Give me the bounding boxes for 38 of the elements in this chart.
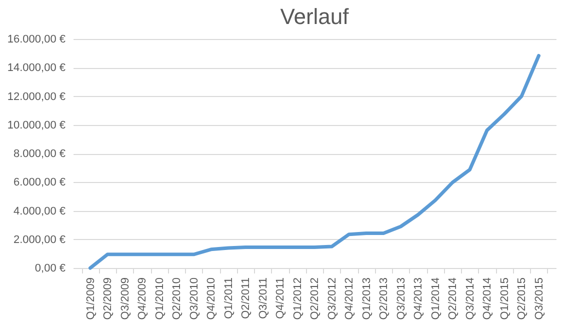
chart-title: Verlauf [280,4,350,29]
y-tick-label: 6.000,00 € [14,176,66,189]
x-tick-label: Q2/2015 [516,278,528,320]
x-tick-label: Q1/2010 [154,278,166,320]
x-tick-label: Q3/2010 [188,278,200,320]
x-tick-label: Q3/2015 [533,278,546,320]
x-tick-label: Q3/2011 [257,278,270,319]
x-tick-label: Q1/2012 [292,278,304,320]
x-tick-label: Q2/2013 [378,278,390,320]
x-tick-label: Q4/2013 [412,278,424,320]
x-tick-label: Q2/2014 [447,278,459,320]
x-tick-label: Q2/2011 [240,278,252,319]
x-tick-label: Q1/2009 [84,278,97,320]
x-tick-label: Q3/2013 [395,278,408,320]
x-tick-label: Q4/2010 [206,278,218,320]
x-tick-label: Q3/2012 [326,278,338,320]
x-tick-label: Q1/2011 [222,278,235,319]
y-tick-label: 0,00 € [34,262,66,274]
y-tick-label: 12.000,00 € [7,90,66,103]
x-tick-label: Q1/2015 [498,278,511,320]
y-tick-label: 10.000,00 € [7,119,66,132]
y-tick-label: 16.000,00 € [7,34,66,46]
x-tick-label: Q4/2012 [344,278,356,320]
x-tick-label: Q4/2014 [482,278,494,320]
x-tick-label: Q3/2014 [464,278,476,320]
x-tick-label: Q2/2009 [102,278,114,320]
x-tick-label: Q1/2014 [430,278,442,320]
x-tick-label: Q1/2013 [360,278,373,320]
x-tick-label: Q2/2010 [171,278,183,320]
y-tick-label: 8.000,00 € [14,148,66,160]
y-tick-label: 4.000,00 € [14,205,66,218]
x-tick-label: Q4/2011 [274,278,286,319]
x-tick-label: Q4/2009 [136,278,148,320]
y-tick-label: 14.000,00 € [7,62,66,74]
x-tick-label: Q3/2009 [119,278,132,320]
x-tick-label: Q2/2012 [309,278,321,320]
y-tick-label: 2.000,00 € [14,234,66,246]
line-series [88,54,540,270]
